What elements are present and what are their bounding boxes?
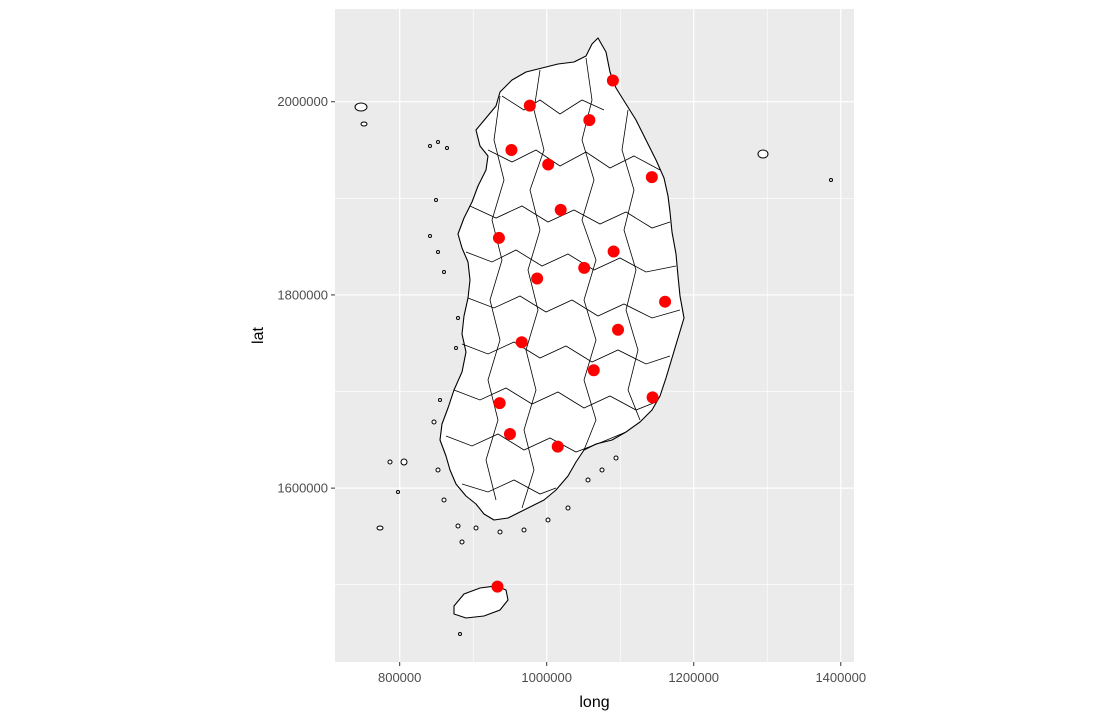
- data-point: [612, 323, 625, 336]
- data-point: [606, 74, 619, 87]
- district-boundary: [501, 95, 605, 115]
- district-boundary: [581, 57, 597, 451]
- small-island: [436, 140, 440, 144]
- district-boundary: [445, 431, 627, 453]
- small-island: [599, 467, 605, 473]
- data-point: [578, 261, 591, 274]
- y-tick-label: 1800000: [277, 287, 328, 302]
- district-boundary: [469, 205, 671, 229]
- y-axis-ticks: 1600000 1800000 2000000: [277, 94, 335, 496]
- data-point: [492, 231, 505, 244]
- small-island: [565, 505, 571, 511]
- small-island: [545, 517, 551, 523]
- data-point: [583, 114, 596, 127]
- data-point: [645, 171, 658, 184]
- small-island: [376, 525, 384, 531]
- small-island: [354, 102, 368, 112]
- y-tick-label: 1600000: [277, 481, 328, 496]
- small-island: [829, 178, 833, 182]
- x-axis-title: long: [579, 694, 609, 711]
- data-point: [531, 272, 544, 285]
- data-point: [503, 428, 516, 441]
- data-point: [646, 391, 659, 404]
- small-island: [473, 525, 479, 531]
- data-point: [659, 295, 672, 308]
- jeju-island: [453, 585, 509, 619]
- small-island: [456, 316, 460, 320]
- small-island: [757, 149, 769, 159]
- data-point: [551, 440, 564, 453]
- district-boundary: [453, 387, 657, 411]
- data-point: [554, 203, 567, 216]
- small-island: [521, 527, 527, 533]
- data-point: [491, 580, 504, 593]
- district-boundary: [487, 149, 661, 171]
- data-point: [505, 144, 518, 157]
- small-island: [396, 490, 400, 494]
- data-point: [515, 336, 528, 349]
- data-points: [491, 74, 672, 593]
- small-island: [497, 529, 503, 535]
- small-island: [435, 467, 441, 473]
- small-island: [459, 539, 465, 545]
- x-tick-label: 800000: [378, 670, 421, 685]
- data-point: [542, 158, 555, 171]
- district-boundary: [485, 95, 505, 501]
- small-island: [428, 144, 432, 148]
- y-tick-label: 2000000: [277, 94, 328, 109]
- small-island: [400, 458, 408, 466]
- small-island: [585, 477, 591, 483]
- x-axis-ticks: 800000 1000000 1200000 1400000: [378, 662, 866, 685]
- x-tick-label: 1400000: [815, 670, 866, 685]
- data-point: [607, 245, 620, 258]
- district-boundary: [465, 249, 677, 273]
- district-boundary: [467, 295, 681, 319]
- small-island: [613, 455, 619, 461]
- small-island: [445, 146, 449, 150]
- small-island: [454, 346, 458, 350]
- data-point: [493, 397, 506, 410]
- small-island: [442, 270, 446, 274]
- small-island: [441, 497, 447, 503]
- small-island: [360, 121, 368, 127]
- small-island: [436, 250, 440, 254]
- x-tick-label: 1000000: [521, 670, 572, 685]
- small-island: [431, 419, 437, 425]
- small-island: [438, 398, 442, 402]
- district-boundary: [461, 479, 557, 495]
- data-point: [587, 364, 600, 377]
- y-axis-title: lat: [250, 327, 267, 344]
- small-island: [387, 459, 393, 465]
- small-island: [458, 632, 462, 636]
- data-point: [523, 99, 536, 112]
- district-boundary: [521, 69, 545, 509]
- small-island: [455, 523, 461, 529]
- x-tick-label: 1200000: [668, 670, 719, 685]
- small-island: [434, 198, 438, 202]
- district-boundary: [621, 109, 641, 421]
- small-island: [428, 234, 432, 238]
